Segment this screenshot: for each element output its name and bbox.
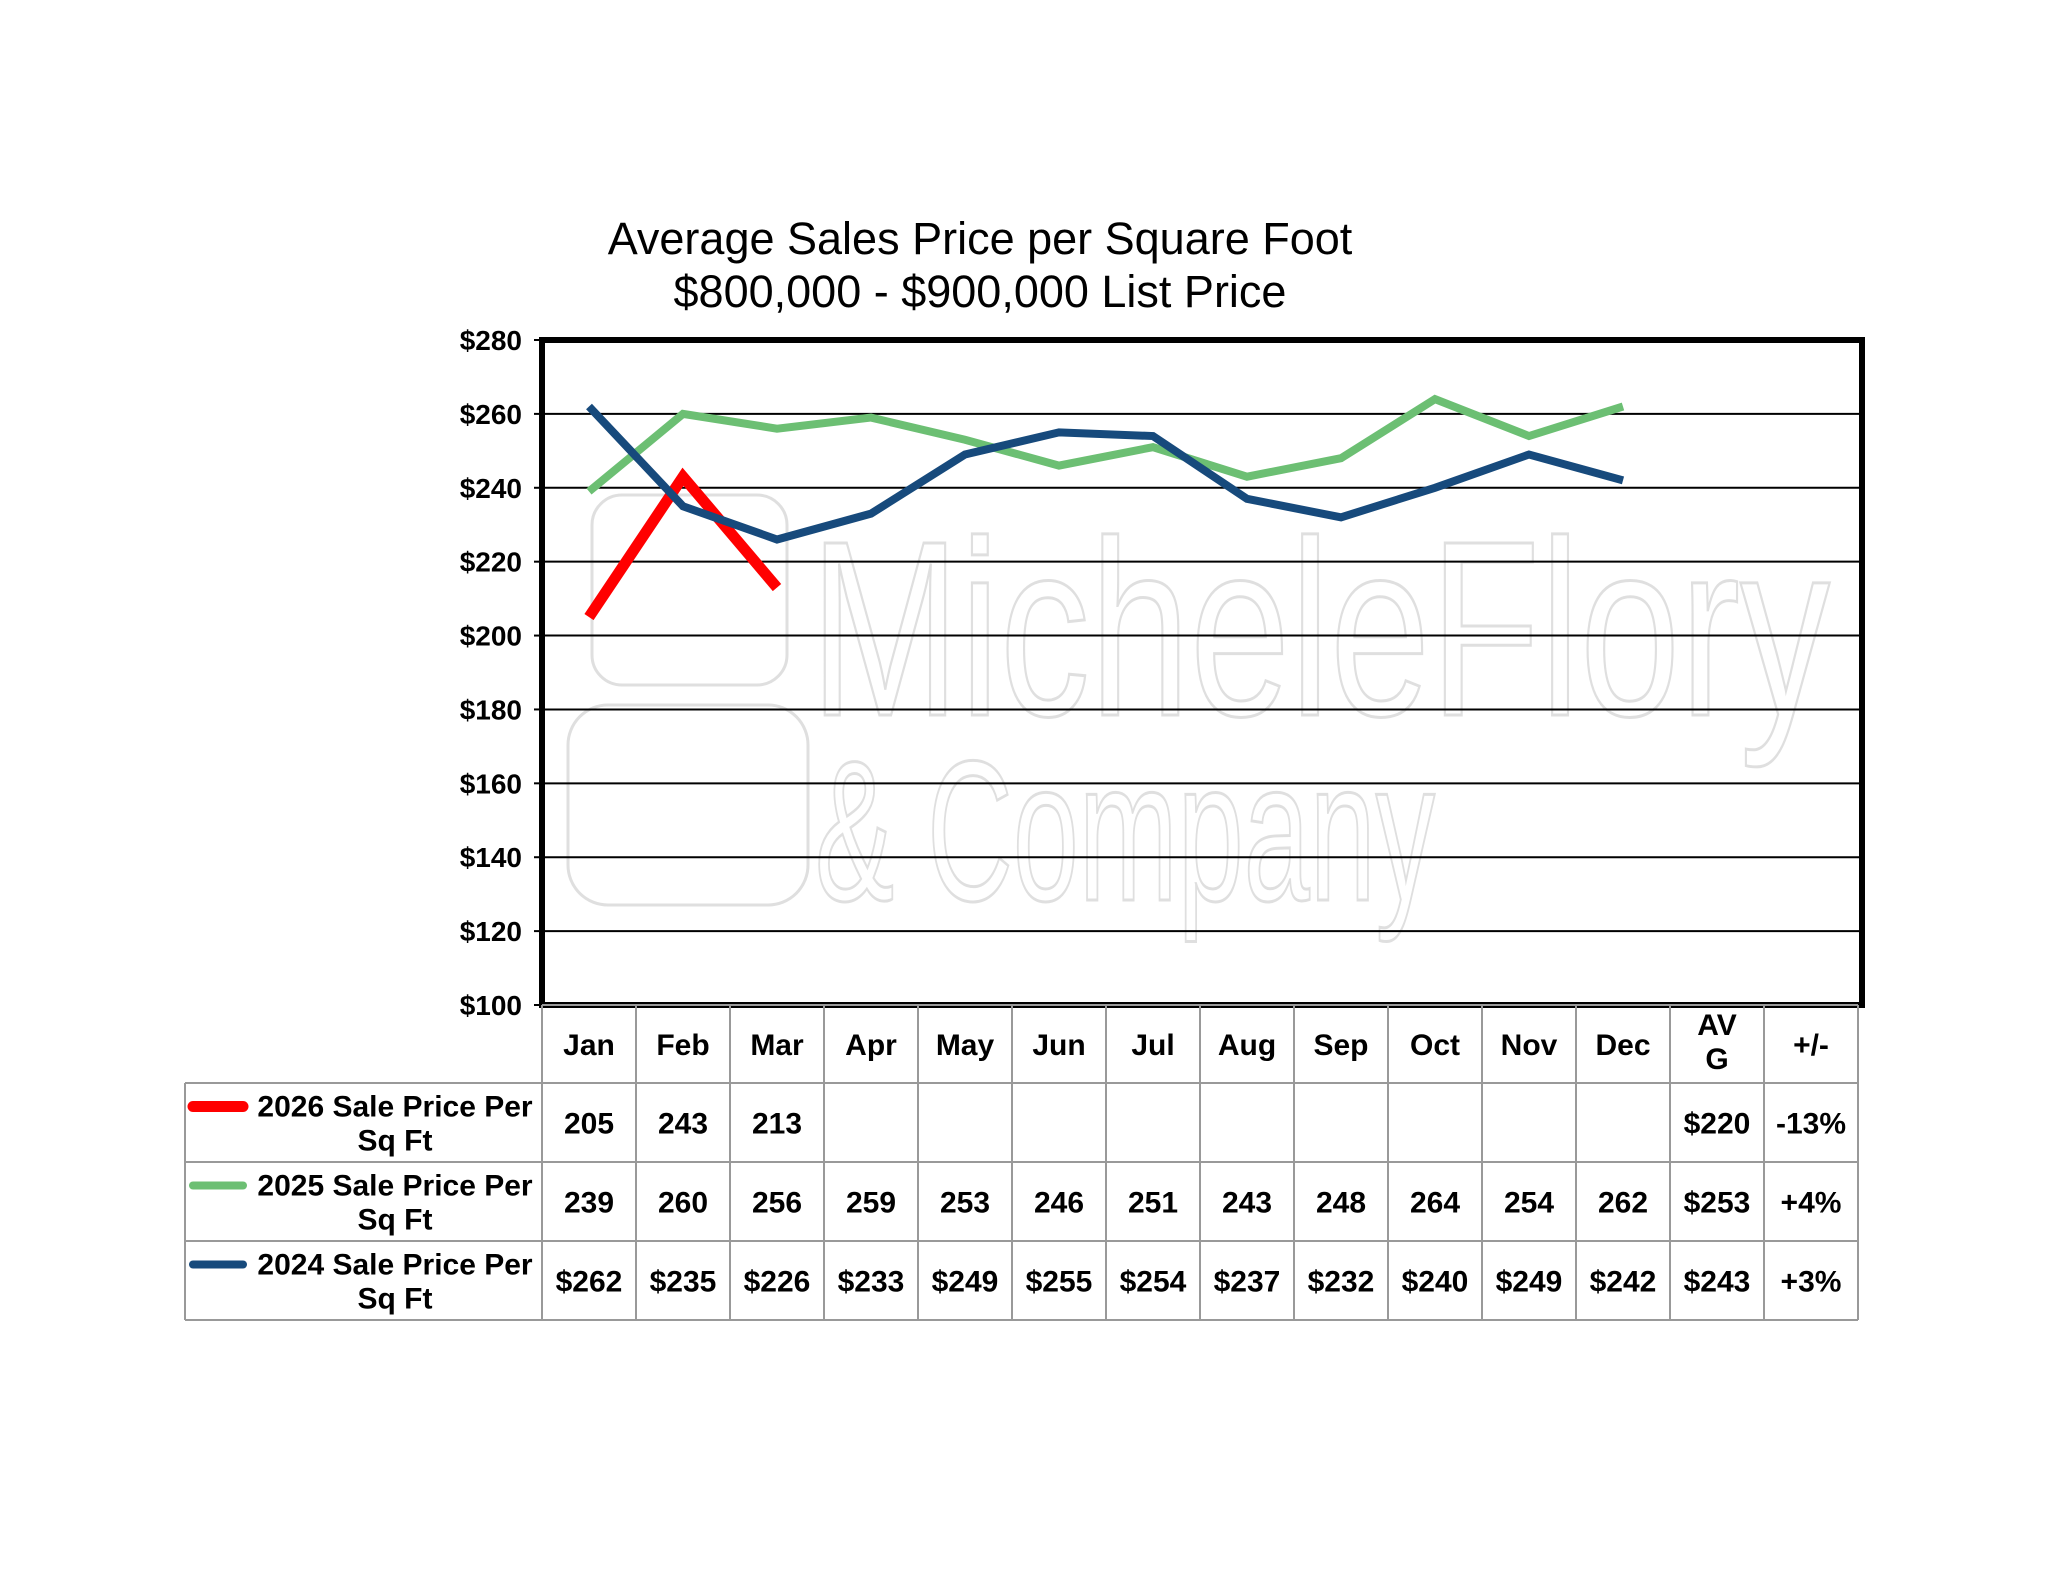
y-tick-label: $200 bbox=[460, 621, 522, 652]
table-header-cell: +/- bbox=[1793, 1029, 1829, 1062]
table-cell: 262 bbox=[1598, 1187, 1648, 1220]
y-tick-label: $240 bbox=[460, 473, 522, 504]
table-header-cell: Aug bbox=[1218, 1029, 1276, 1062]
table-header-cell: Jul bbox=[1131, 1029, 1174, 1062]
table-cell: 243 bbox=[658, 1108, 708, 1141]
table-cell: $253 bbox=[1684, 1187, 1751, 1220]
table-cell: $240 bbox=[1402, 1266, 1469, 1299]
table-cell: $255 bbox=[1026, 1266, 1093, 1299]
table-cell: 248 bbox=[1316, 1187, 1366, 1220]
y-tick-label: $220 bbox=[460, 547, 522, 578]
table-header-cell: Sep bbox=[1313, 1029, 1368, 1062]
table-cell: $232 bbox=[1308, 1266, 1375, 1299]
table-cell: 213 bbox=[752, 1108, 802, 1141]
series-line-1 bbox=[584, 467, 782, 621]
table-cell: $262 bbox=[556, 1266, 623, 1299]
table-cell: 205 bbox=[564, 1108, 614, 1141]
chart-title: Average Sales Price per Square Foot bbox=[608, 213, 1353, 264]
table-cell: +3% bbox=[1781, 1266, 1842, 1299]
legend-label: 2025 Sale Price Per Sq Ft bbox=[257, 1170, 533, 1237]
chart-subtitle: $800,000 - $900,000 List Price bbox=[674, 266, 1287, 317]
table-cell: $243 bbox=[1684, 1266, 1751, 1299]
table-cell: 264 bbox=[1410, 1187, 1460, 1220]
table-cell: 253 bbox=[940, 1187, 990, 1220]
y-tick-label: $140 bbox=[460, 842, 522, 873]
table-cell: $233 bbox=[838, 1266, 905, 1299]
table-header-cell: Nov bbox=[1501, 1029, 1558, 1062]
table-cell: 259 bbox=[846, 1187, 896, 1220]
legend-label: 2024 Sale Price Per Sq Ft bbox=[257, 1249, 533, 1316]
table-cell: 260 bbox=[658, 1187, 708, 1220]
table-cell: +4% bbox=[1781, 1187, 1842, 1220]
series-lines bbox=[584, 394, 1625, 621]
table-cell: $237 bbox=[1214, 1266, 1281, 1299]
watermark-logo: MicheleFlory & Company bbox=[566, 488, 1832, 945]
table-cell: $254 bbox=[1120, 1266, 1187, 1299]
table-header-cell: AV G bbox=[1697, 1009, 1736, 1076]
y-axis-ticks: $100 $120 $140 $160 $180 $200 $220 $240 $260 $280 bbox=[460, 325, 542, 1021]
y-tick-label: $180 bbox=[460, 694, 522, 725]
table-header-cell: Oct bbox=[1410, 1029, 1460, 1062]
y-tick-label: $100 bbox=[460, 990, 522, 1021]
table-cell: $249 bbox=[1496, 1266, 1563, 1299]
table-header-cell: Mar bbox=[750, 1029, 804, 1062]
table-cell: $242 bbox=[1590, 1266, 1657, 1299]
table-header-cell: Feb bbox=[656, 1029, 709, 1062]
table-cell: 239 bbox=[564, 1187, 614, 1220]
table-header-cell: May bbox=[936, 1029, 995, 1062]
series-line-2 bbox=[586, 394, 1625, 495]
legend-label: 2026 Sale Price Per Sq Ft bbox=[257, 1091, 533, 1158]
table-cell: 246 bbox=[1034, 1187, 1084, 1220]
table-cell: $235 bbox=[650, 1266, 717, 1299]
y-tick-label: $120 bbox=[460, 916, 522, 947]
table-cell: -13% bbox=[1776, 1108, 1846, 1141]
y-tick-label: $160 bbox=[460, 768, 522, 799]
table-cell: 243 bbox=[1222, 1187, 1272, 1220]
series-line-3 bbox=[586, 403, 1625, 544]
table-cell: 256 bbox=[752, 1187, 802, 1220]
table-cell: 254 bbox=[1504, 1187, 1554, 1220]
table-cell: 251 bbox=[1128, 1187, 1178, 1220]
y-tick-label: $280 bbox=[460, 325, 522, 356]
table-header-cell: Jan bbox=[563, 1029, 615, 1062]
table-header-cell: Dec bbox=[1595, 1029, 1650, 1062]
table-header-cell: Jun bbox=[1032, 1029, 1085, 1062]
table-cell: $226 bbox=[744, 1266, 811, 1299]
table-cell: $220 bbox=[1684, 1108, 1751, 1141]
data-table: Jan Feb Mar Apr May Jun Jul Aug Sep Oct Nov Dec AV G +… bbox=[184, 1004, 1859, 1321]
svg-text:& Company: & Company bbox=[815, 720, 1435, 943]
table-header-cell: Apr bbox=[845, 1029, 897, 1062]
y-tick-label: $260 bbox=[460, 399, 522, 430]
table-cell: $249 bbox=[932, 1266, 999, 1299]
svg-text:MicheleFlory: MicheleFlory bbox=[810, 489, 1830, 768]
